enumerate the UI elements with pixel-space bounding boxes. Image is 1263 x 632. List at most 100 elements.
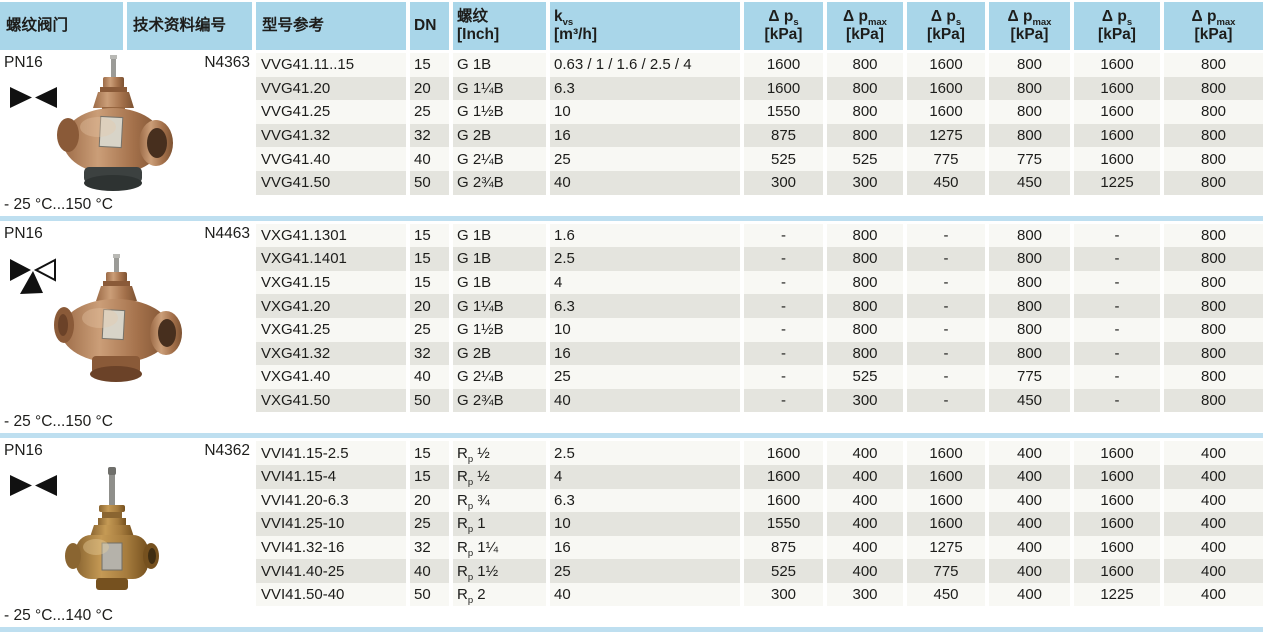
model-cell: VVI41.20-6.3 bbox=[256, 488, 410, 513]
dps-2-cell: 775 bbox=[907, 147, 989, 171]
dps-2-cell: - bbox=[907, 341, 989, 366]
dn-cell: 15 bbox=[410, 247, 453, 271]
dpmax-1-cell: 800 bbox=[827, 53, 907, 77]
dpmax-2-cell: 775 bbox=[989, 147, 1074, 171]
thread-cell: G 2¾B bbox=[453, 170, 550, 195]
dpmax-3-cell: 400 bbox=[1164, 559, 1263, 583]
dps-3-cell: 1600 bbox=[1074, 123, 1164, 148]
dpmax-3-cell: 400 bbox=[1164, 582, 1263, 607]
kvs-cell: 25 bbox=[550, 559, 744, 583]
dpmax-3-cell: 800 bbox=[1164, 123, 1263, 148]
valve-data-table: VVI41.15-2.5 15 Rp ½ 2.5 1600 400 1600 4… bbox=[256, 441, 1263, 607]
valve-row: VXG41.1401 15 G 1B 2.5 - 800 - 800 - 800 bbox=[256, 247, 1263, 271]
thread-cell: G 1¼B bbox=[453, 76, 550, 101]
valve-photo bbox=[57, 55, 173, 191]
valve-row: VVI41.50-40 50 Rp 2 40 300 300 450 400 1… bbox=[256, 582, 1263, 607]
thread-cell: G 1½B bbox=[453, 317, 550, 342]
dpmax-3-cell: 400 bbox=[1164, 512, 1263, 536]
dn-cell: 20 bbox=[410, 294, 453, 318]
thread-cell: Rp ¾ bbox=[453, 488, 550, 513]
dps-3-cell: 1600 bbox=[1074, 464, 1164, 489]
dn-cell: 15 bbox=[410, 223, 453, 248]
model-cell: VXG41.1301 bbox=[256, 223, 410, 248]
dn-cell: 50 bbox=[410, 388, 453, 413]
dpmax-2-cell: 800 bbox=[989, 53, 1074, 77]
section-divider bbox=[0, 215, 1263, 221]
dps-3-cell: - bbox=[1074, 317, 1164, 342]
kvs-cell: 0.63 / 1 / 1.6 / 2.5 / 4 bbox=[550, 53, 744, 77]
dpmax-2-cell: 800 bbox=[989, 123, 1074, 148]
dps-3-cell: 1600 bbox=[1074, 100, 1164, 124]
dpmax-1-cell: 400 bbox=[827, 488, 907, 513]
thread-cell: G 2B bbox=[453, 123, 550, 148]
dpmax-2-cell: 400 bbox=[989, 441, 1074, 465]
dps-2-cell: 1275 bbox=[907, 123, 989, 148]
dpmax-3-cell: 400 bbox=[1164, 441, 1263, 465]
dps-2-cell: 450 bbox=[907, 582, 989, 607]
dps-2-cell: - bbox=[907, 294, 989, 318]
pn-rating-label: PN16 bbox=[4, 224, 43, 242]
pn-rating-label: PN16 bbox=[4, 442, 43, 460]
model-cell: VVI41.25-10 bbox=[256, 512, 410, 536]
doc-number: N4463 bbox=[204, 224, 250, 242]
dps-1-cell: - bbox=[744, 294, 827, 318]
dn-cell: 40 bbox=[410, 365, 453, 389]
thread-cell: Rp 1¼ bbox=[453, 535, 550, 560]
header-valve-type: 螺纹阀门 bbox=[0, 2, 127, 50]
dps-3-cell: 1600 bbox=[1074, 512, 1164, 536]
valve-row: VVG41.32 32 G 2B 16 875 800 1275 800 160… bbox=[256, 123, 1263, 148]
model-cell: VXG41.40 bbox=[256, 365, 410, 389]
kvs-cell: 6.3 bbox=[550, 76, 744, 101]
dpmax-3-cell: 400 bbox=[1164, 464, 1263, 489]
dps-1-cell: 300 bbox=[744, 582, 827, 607]
dn-cell: 25 bbox=[410, 317, 453, 342]
valve-row: VVG41.25 25 G 1½B 10 1550 800 1600 800 1… bbox=[256, 100, 1263, 124]
doc-number: N4362 bbox=[204, 442, 250, 460]
dps-1-cell: - bbox=[744, 388, 827, 413]
section-left-pane: PN16 N4363 bbox=[0, 53, 256, 195]
dpmax-3-cell: 800 bbox=[1164, 170, 1263, 195]
dps-2-cell: 450 bbox=[907, 170, 989, 195]
model-cell: VVG41.40 bbox=[256, 147, 410, 171]
model-cell: VVI41.50-40 bbox=[256, 582, 410, 607]
valve-row: VXG41.1301 15 G 1B 1.6 - 800 - 800 - 800 bbox=[256, 223, 1263, 248]
kvs-cell: 25 bbox=[550, 147, 744, 171]
dps-3-cell: - bbox=[1074, 294, 1164, 318]
thread-cell: Rp 1 bbox=[453, 512, 550, 536]
valve-row: VVI41.15-4 15 Rp ½ 4 1600 400 1600 400 1… bbox=[256, 464, 1263, 489]
model-cell: VXG41.20 bbox=[256, 294, 410, 318]
dpmax-1-cell: 800 bbox=[827, 223, 907, 248]
model-cell: VXG41.1401 bbox=[256, 247, 410, 271]
dps-3-cell: 1600 bbox=[1074, 441, 1164, 465]
three-way-valve-icon bbox=[10, 257, 56, 294]
thread-cell: Rp 1½ bbox=[453, 559, 550, 583]
dpmax-3-cell: 800 bbox=[1164, 100, 1263, 124]
dps-1-cell: - bbox=[744, 223, 827, 248]
header-dpmax-3: Δ pmax [kPa] bbox=[1164, 2, 1263, 50]
dn-cell: 20 bbox=[410, 488, 453, 513]
header-dps-1: Δ ps [kPa] bbox=[744, 2, 827, 50]
dn-cell: 25 bbox=[410, 100, 453, 124]
dpmax-2-cell: 400 bbox=[989, 559, 1074, 583]
model-cell: VVI41.32-16 bbox=[256, 535, 410, 560]
dpmax-2-cell: 400 bbox=[989, 535, 1074, 560]
dpmax-3-cell: 800 bbox=[1164, 247, 1263, 271]
kvs-cell: 40 bbox=[550, 170, 744, 195]
dn-cell: 40 bbox=[410, 147, 453, 171]
valve-row: VVG41.20 20 G 1¼B 6.3 1600 800 1600 800 … bbox=[256, 76, 1263, 101]
dps-1-cell: 1600 bbox=[744, 76, 827, 101]
temp-range-note: - 25 °C...140 °C bbox=[4, 607, 113, 625]
dpmax-2-cell: 800 bbox=[989, 247, 1074, 271]
dps-1-cell: 875 bbox=[744, 535, 827, 560]
dn-cell: 15 bbox=[410, 441, 453, 465]
dps-3-cell: - bbox=[1074, 223, 1164, 248]
valve-row: VVG41.11..15 15 G 1B 0.63 / 1 / 1.6 / 2.… bbox=[256, 53, 1263, 77]
dpmax-3-cell: 800 bbox=[1164, 270, 1263, 295]
thread-cell: G 1B bbox=[453, 270, 550, 295]
dpmax-2-cell: 800 bbox=[989, 341, 1074, 366]
kvs-cell: 40 bbox=[550, 388, 744, 413]
thread-cell: G 1B bbox=[453, 247, 550, 271]
kvs-cell: 16 bbox=[550, 535, 744, 560]
section-divider bbox=[0, 433, 1263, 439]
dpmax-2-cell: 450 bbox=[989, 388, 1074, 413]
